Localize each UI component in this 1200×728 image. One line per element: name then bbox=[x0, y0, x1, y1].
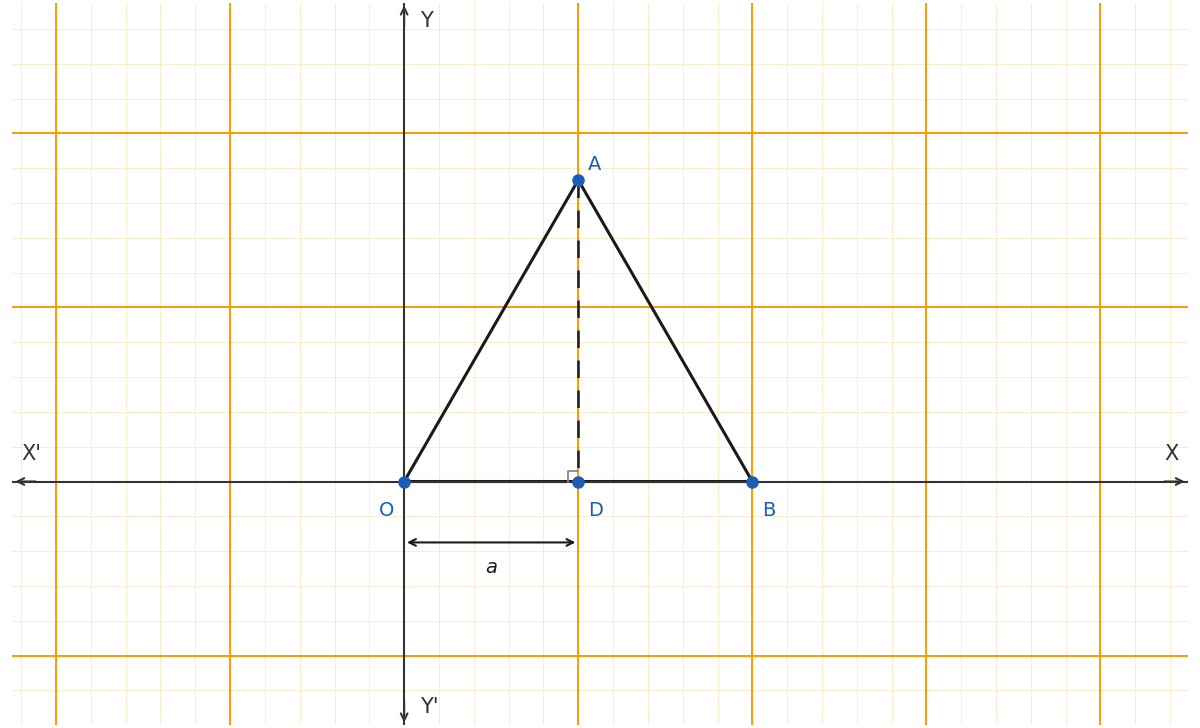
Text: B: B bbox=[762, 501, 775, 520]
Text: O: O bbox=[379, 501, 395, 520]
Text: Y': Y' bbox=[420, 697, 438, 716]
Text: A: A bbox=[588, 155, 601, 174]
Text: Y: Y bbox=[420, 12, 433, 31]
Text: X: X bbox=[1164, 444, 1178, 464]
Text: D: D bbox=[588, 501, 602, 520]
Text: X': X' bbox=[22, 444, 41, 464]
Text: a: a bbox=[485, 558, 497, 577]
